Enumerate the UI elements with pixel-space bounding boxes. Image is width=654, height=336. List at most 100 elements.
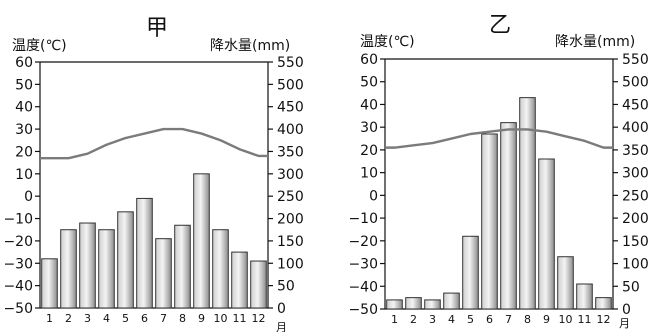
chart-2-x-unit-label: 月: [619, 317, 630, 330]
chart-2-precip-bar-1: [387, 300, 403, 309]
chart-2-left-tick-label: −40: [348, 279, 378, 295]
chart-1-right-tick-label: 200: [277, 212, 304, 228]
chart-2-left-tick-label: −30: [348, 257, 378, 273]
chart-1-month-label: 12: [252, 312, 266, 325]
chart-2-right-tick-label: 150: [622, 234, 649, 250]
chart-1-right-tick-label: 450: [277, 100, 304, 116]
chart-1-month-label: 8: [179, 312, 186, 325]
chart-2-precip-bar-3: [425, 300, 441, 309]
chart-2-month-label: 11: [578, 313, 592, 326]
chart-2-left-tick-label: 60: [360, 52, 378, 68]
chart-1-month-label: 5: [122, 312, 129, 325]
chart-2-right-tick-label: 500: [622, 75, 649, 91]
chart-1-month-label: 6: [141, 312, 148, 325]
chart-2-right-tick-label: 450: [622, 97, 649, 113]
chart-2-right-tick-label: 300: [622, 166, 649, 182]
chart-2-left-tick-label: −10: [348, 211, 378, 227]
chart-2-month-label: 4: [448, 313, 455, 326]
chart-2-month-label: 7: [505, 313, 512, 326]
chart-2-precip-bar-6: [482, 134, 498, 309]
chart-1-right-tick-label: 500: [277, 77, 304, 93]
chart-2-right-tick-label: 0: [622, 302, 631, 318]
chart-1-precip-bar-6: [137, 198, 153, 308]
chart-2-left-tick-label: 20: [360, 143, 378, 159]
chart-1-month-label: 9: [198, 312, 205, 325]
chart-1-precip-bar-3: [80, 223, 96, 308]
chart-2-precip-bar-11: [577, 284, 593, 309]
chart-1-left-tick-label: −50: [3, 301, 33, 317]
chart-1-left-tick-label: −40: [3, 279, 33, 295]
chart-1-left-tick-label: −10: [3, 212, 33, 228]
chart-2-month-label: 3: [429, 313, 436, 326]
chart-1-month-label: 4: [103, 312, 110, 325]
chart-1-right-tick-label: 150: [277, 234, 304, 250]
chart-1-precip-bar-5: [118, 212, 134, 308]
chart-1-precip-bar-12: [251, 261, 267, 308]
chart-1-precip-bar-11: [232, 252, 248, 308]
chart-2-precip-bar-12: [596, 298, 612, 309]
chart-2-right-axis-title: 降水量(mm): [555, 34, 635, 50]
chart-2-month-label: 9: [543, 313, 550, 326]
chart-2-left-tick-label: 30: [360, 120, 378, 136]
chart-1-left-tick-label: −30: [3, 256, 33, 272]
chart-2-right-tick-label: 550: [622, 52, 649, 68]
chart-1-left-tick-label: 40: [15, 100, 33, 116]
chart-2-right-tick-label: 350: [622, 143, 649, 159]
chart-1-left-tick-label: 30: [15, 122, 33, 138]
chart-2-month-label: 8: [524, 313, 531, 326]
chart-1-left-axis-title: 温度(℃): [12, 38, 67, 54]
chart-1-month-label: 10: [214, 312, 228, 325]
chart-1-right-tick-label: 550: [277, 55, 304, 71]
chart-1-right-tick-label: 0: [277, 301, 286, 317]
chart-2-precip-bar-9: [539, 159, 555, 309]
chart-1-right-tick-label: 100: [277, 256, 304, 272]
chart-2-left-tick-label: 10: [360, 166, 378, 182]
chart-2-month-label: 1: [391, 313, 398, 326]
chart-2-left-axis-title: 温度(℃): [360, 34, 415, 50]
chart-1-precip-bar-9: [194, 174, 210, 308]
chart-1-month-label: 7: [160, 312, 167, 325]
chart-2-right-tick-label: 250: [622, 188, 649, 204]
chart-1-month-label: 3: [84, 312, 91, 325]
chart-1-right-tick-label: 300: [277, 167, 304, 183]
chart-1-left-tick-label: −20: [3, 234, 33, 250]
chart-1-left-tick-label: 10: [15, 167, 33, 183]
chart-1-left-tick-label: 20: [15, 144, 33, 160]
chart-2-month-label: 10: [559, 313, 573, 326]
chart-1-left-tick-label: 0: [24, 189, 33, 205]
chart-2-precip-bar-2: [406, 298, 422, 309]
chart-2-right-tick-label: 50: [622, 279, 640, 295]
chart-2-temperature-line: [385, 129, 613, 147]
chart-1-precip-bar-1: [42, 259, 58, 308]
chart-2-left-tick-label: 0: [369, 188, 378, 204]
chart-2-right-tick-label: 200: [622, 211, 649, 227]
chart-2-month-label: 5: [467, 313, 474, 326]
chart-1-right-tick-label: 400: [277, 122, 304, 138]
chart-2-left-tick-label: 50: [360, 75, 378, 91]
chart-2-left-tick-label: 40: [360, 97, 378, 113]
chart-1-precip-bar-7: [156, 239, 172, 308]
chart-1-right-axis-title: 降水量(mm): [210, 38, 290, 54]
chart-1-precip-bar-8: [175, 225, 191, 308]
chart-1-right-tick-label: 250: [277, 189, 304, 205]
chart-2-month-label: 2: [410, 313, 417, 326]
chart-2-precip-bar-4: [444, 293, 460, 309]
chart-1-month-label: 2: [65, 312, 72, 325]
chart-2-precip-bar-7: [501, 123, 517, 309]
chart-1-temperature-line: [40, 129, 268, 158]
chart-2-left-tick-label: −20: [348, 234, 378, 250]
chart-2-month-label: 6: [486, 313, 493, 326]
chart-1-left-tick-label: 60: [15, 55, 33, 71]
chart-2-precip-bar-10: [558, 257, 574, 309]
chart-1-right-tick-label: 350: [277, 144, 304, 160]
chart-2-right-tick-label: 400: [622, 120, 649, 136]
chart-2-precip-bar-5: [463, 236, 479, 309]
chart-1-month-label: 1: [46, 312, 53, 325]
chart-1-precip-bar-4: [99, 230, 115, 308]
chart-1-title: 甲: [146, 16, 168, 41]
chart-1-x-unit-label: 月: [276, 321, 287, 332]
chart-2-left-tick-label: −50: [348, 302, 378, 318]
chart-1-precip-bar-2: [61, 230, 77, 308]
